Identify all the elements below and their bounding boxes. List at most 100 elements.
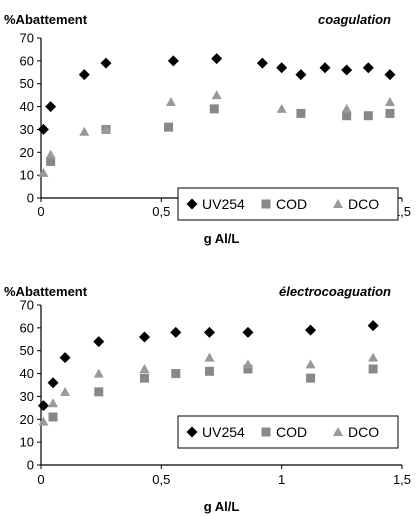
chart-1-legend-uv254-marker (186, 198, 198, 210)
chart-2-legend-cod-label: COD (276, 424, 307, 440)
chart-1-y-tick-label: 40 (20, 99, 34, 114)
chart-1-uv254-point (45, 101, 57, 113)
chart-1-cod-point (209, 104, 219, 114)
chart-2-uv254-point (93, 336, 105, 348)
chart-2-cod-point (368, 364, 378, 374)
chart-1-dco-point (38, 167, 49, 177)
chart-1-cod-point (46, 156, 56, 166)
chart-1-cod-point (342, 111, 352, 121)
chart-1-uv254-point (256, 57, 268, 69)
chart-1-uv254-point (211, 53, 223, 65)
chart-2-cod-point (306, 373, 316, 383)
chart-1-cod-point (296, 108, 306, 118)
chart-1-legend-uv254-label: UV254 (202, 196, 245, 212)
chart-2-dco-point (368, 352, 379, 362)
chart-2-legend-uv254-marker (186, 426, 198, 438)
chart-2-y-tick-label: 0 (27, 458, 34, 473)
chart-2-y-tick-label: 50 (20, 343, 34, 358)
chart-2-dco-point (93, 368, 104, 378)
chart-2-dco-point (48, 398, 59, 408)
chart-2-uv254-point (138, 331, 150, 343)
chart-2-y-tick-label: 70 (20, 298, 34, 313)
chart-1-legend-cod-marker (261, 199, 271, 209)
chart-1-uv254-point (341, 64, 353, 76)
chart-1-uv254-point (37, 123, 49, 135)
chart-2-uv254-point (242, 326, 254, 338)
chart-2-legend-dco-label: DCO (348, 424, 379, 440)
chart-2-legend-box (177, 415, 399, 449)
chart-2-y-tick-label: 60 (20, 320, 34, 335)
chart-1-dco-point (100, 124, 111, 134)
chart-2-cod-point (139, 373, 149, 383)
chart-1-cod-point (385, 108, 395, 118)
chart-1-uv254-point (167, 55, 179, 67)
chart-1-uv254-point (384, 69, 396, 81)
chart-1-uv254-point (100, 57, 112, 69)
chart-2-y-axis-label: %Abattement (4, 284, 88, 299)
chart-2-legend-dco-marker (333, 427, 343, 436)
chart-1-cod-point (363, 111, 373, 121)
chart-2-dco-point (204, 352, 215, 362)
chart-2-x-tick-label: 0 (37, 472, 44, 487)
chart-2-uv254-point (37, 400, 49, 412)
chart-2-title: électrocoaguation (279, 284, 391, 299)
chart-1-uv254-point (319, 62, 331, 74)
chart-2-cod-point (48, 412, 58, 422)
chart-1-legend-dco-marker (333, 199, 343, 208)
chart-2-dco-point (139, 364, 150, 373)
chart-2-y-tick-label: 30 (20, 389, 34, 404)
chart-2-y-tick-label: 10 (20, 435, 34, 450)
chart-1-dco-point (341, 103, 352, 113)
chart-1-cod-point (164, 122, 174, 132)
chart-2-dco-point (38, 416, 49, 426)
chart-2-legend-cod-marker (261, 427, 271, 437)
chart-1-title: coagulation (318, 12, 391, 27)
chart-2-uv254-point (47, 377, 59, 389)
chart-1-uv254-point (362, 62, 374, 74)
chart-1-y-tick-label: 50 (20, 76, 34, 91)
chart-1-legend-dco-label: DCO (348, 196, 379, 212)
chart-1-dco-point (276, 103, 287, 113)
chart-1-y-tick-label: 60 (20, 53, 34, 68)
chart-1-uv254-point (295, 69, 307, 81)
chart-2-uv254-point (170, 326, 182, 338)
chart-1-x-tick-label: 0 (37, 204, 44, 219)
chart-2-x-tick-label: 0,5 (152, 472, 170, 487)
chart-1-legend-cod-label: COD (276, 196, 307, 212)
chart-1-x-axis-label: g Al/L (204, 231, 240, 246)
chart-2-dco-point (242, 359, 253, 369)
chart-1-y-axis-label: %Abattement (4, 12, 88, 27)
chart-2-uv254-point (305, 324, 317, 336)
chart-1-y-tick-label: 10 (20, 168, 34, 183)
chart-1-y-tick-label: 0 (27, 191, 34, 206)
chart-2-x-tick-label: 1,5 (393, 472, 411, 487)
chart-2-legend-uv254-label: UV254 (202, 424, 245, 440)
chart-2-cod-point (243, 364, 253, 374)
chart-2-cod-point (94, 387, 104, 397)
chart-1-y-tick-label: 70 (20, 31, 34, 46)
chart-2-x-axis-label: g Al/L (204, 499, 240, 514)
chart-2-y-tick-label: 20 (20, 412, 34, 427)
chart-1-uv254-point (276, 62, 288, 74)
chart-2-dco-point (60, 386, 71, 396)
chart-1-dco-point (79, 126, 90, 136)
chart-2-uv254-point (367, 320, 379, 332)
chart-1-x-tick-label: 0,5 (152, 204, 170, 219)
chart-2-uv254-point (59, 352, 71, 364)
chart-1-dco-point (211, 90, 222, 100)
chart-2-dco-point (305, 359, 316, 369)
chart-2-x-tick-label: 1 (278, 472, 285, 487)
chart-1-legend-box (177, 187, 399, 221)
chart-2-uv254-point (203, 326, 215, 338)
chart-1-dco-point (165, 97, 176, 106)
chart-2-y-tick-label: 40 (20, 366, 34, 381)
chart-2-cod-point (171, 369, 181, 379)
chart-1-dco-point (45, 149, 56, 159)
chart-1-dco-point (384, 97, 395, 106)
chart-2-cod-point (204, 366, 214, 376)
chart-1-uv254-point (78, 69, 90, 81)
chart-1-y-tick-label: 30 (20, 122, 34, 137)
chart-1-y-tick-label: 20 (20, 145, 34, 160)
